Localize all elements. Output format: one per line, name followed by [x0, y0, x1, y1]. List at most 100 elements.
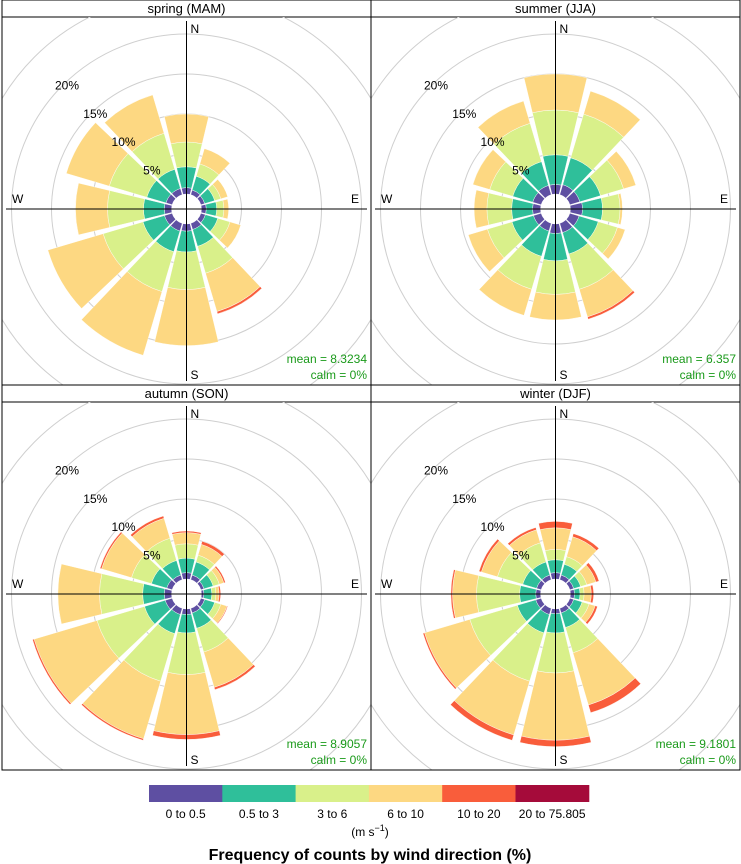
wind-wedge-segment	[588, 677, 642, 713]
compass-label: W	[12, 577, 24, 591]
compass-label: W	[381, 192, 393, 206]
ring-label: 5%	[512, 163, 530, 177]
legend-swatch	[149, 785, 223, 802]
legend-swatch	[295, 785, 370, 802]
ring-label: 5%	[143, 163, 161, 177]
legend-swatch	[442, 785, 516, 802]
compass-label: N	[191, 22, 200, 36]
wind-wedge-segment	[130, 515, 165, 537]
wind-wedge-segment	[66, 122, 129, 187]
ring-label: 5%	[143, 548, 161, 562]
compass-label: E	[720, 577, 728, 591]
ring-label: 10%	[481, 135, 505, 149]
ring-label: 20%	[424, 463, 448, 477]
compass-label: S	[560, 368, 568, 382]
wind-wedge-segment	[602, 227, 626, 260]
compass-label: S	[560, 753, 568, 767]
ring-label: 10%	[112, 520, 136, 534]
wind-wedge-segment	[478, 269, 532, 316]
wind-wedge-segment	[216, 286, 263, 315]
legend-labels: 0 to 0.5 0.5 to 3 3 to 6 6 to 10 10 to 20 20 …	[166, 807, 586, 821]
calm-stat: calm = 0%	[311, 368, 368, 382]
mean-stat: mean = 8.3234	[287, 352, 368, 366]
wind-wedge-segment	[468, 228, 505, 272]
compass-label: S	[191, 753, 199, 767]
calm-stat: calm = 0%	[311, 753, 368, 767]
wind-wedge-segment	[212, 179, 228, 200]
legend-bin-label: 3 to 6	[317, 807, 347, 821]
compass-label: E	[351, 577, 359, 591]
compass-label: N	[560, 407, 569, 421]
legend-bin-label: 0.5 to 3	[239, 807, 279, 821]
wind-wedge-segment	[507, 527, 537, 546]
compass-label: E	[720, 192, 728, 206]
ring-label: 10%	[112, 135, 136, 149]
compass-label: N	[560, 22, 569, 36]
panel-title: winter (DJF)	[519, 386, 591, 401]
wind-wedge-segment	[585, 605, 598, 625]
legend-swatch	[515, 785, 590, 802]
wind-wedge-segment	[583, 90, 641, 138]
calm-stat: calm = 0%	[680, 368, 737, 382]
wind-wedge-segment	[587, 290, 635, 320]
panel-title: autumn (SON)	[145, 386, 229, 401]
legend-title: Frequency of counts by wind direction (%…	[209, 847, 532, 864]
wind-wedge-segment	[104, 94, 165, 152]
ring-label: 15%	[452, 107, 476, 121]
wind-wedge-segment	[219, 221, 242, 249]
ring-label: 15%	[83, 492, 107, 506]
wind-wedge-segment	[214, 565, 226, 584]
compass-label: W	[12, 192, 24, 206]
compass-label: W	[381, 577, 393, 591]
compass-label: E	[351, 192, 359, 206]
wind-wedge-segment	[422, 632, 457, 690]
legend-swatch	[222, 785, 297, 802]
wind-wedge-segment	[32, 638, 72, 705]
calm-stat: calm = 0%	[680, 753, 737, 767]
ring-label: 15%	[83, 107, 107, 121]
wind-wedge-segment	[216, 605, 228, 624]
legend-swatch	[368, 785, 443, 802]
wind-wedge-segment	[450, 700, 514, 741]
ring-label: 5%	[512, 548, 530, 562]
wind-wedge-segment	[171, 530, 202, 535]
wind-wedge-segment	[477, 100, 531, 145]
panel-border	[370, 384, 741, 771]
wind-wedge-segment	[450, 569, 456, 619]
wind-wedge-segment	[200, 541, 225, 557]
legend-bin-label: 6 to 10	[387, 807, 424, 821]
legend-bin-label: 20 to 75.805	[519, 807, 586, 821]
legend-bin-label: 0 to 0.5	[166, 807, 206, 821]
wind-wedge-segment	[213, 664, 256, 690]
ring-label: 20%	[55, 463, 79, 477]
mean-stat: mean = 6.357	[662, 352, 736, 366]
legend-unit-label: (m s−1)	[351, 823, 389, 839]
mean-stat: mean = 9.1801	[656, 737, 737, 751]
wind-wedge-segment	[572, 533, 600, 551]
wind-wedge-segment	[606, 151, 637, 190]
wind-wedge-segment	[472, 149, 507, 190]
legend-bin-label: 10 to 20	[457, 807, 501, 821]
ring-label: 20%	[424, 78, 448, 92]
color-legend: 0 to 0.5 0.5 to 3 3 to 6 6 to 10 10 to 20 20 …	[149, 785, 590, 864]
mean-stat: mean = 8.9057	[287, 737, 368, 751]
wind-wedge-segment	[47, 233, 124, 309]
ring-label: 10%	[481, 520, 505, 534]
wind-wedge-segment	[478, 538, 500, 573]
wind-wedge-segment	[81, 703, 144, 741]
wind-wedge-segment	[81, 271, 163, 356]
ring-label: 20%	[55, 78, 79, 92]
wind-wedge-segment	[99, 531, 123, 570]
compass-label: S	[191, 368, 199, 382]
ring-label: 15%	[452, 492, 476, 506]
wind-wedge-segment	[585, 562, 600, 583]
wind-wedge-segment	[199, 148, 231, 176]
legend-swatches	[149, 785, 590, 802]
compass-label: N	[191, 407, 200, 421]
panel-title: spring (MAM)	[147, 1, 225, 16]
